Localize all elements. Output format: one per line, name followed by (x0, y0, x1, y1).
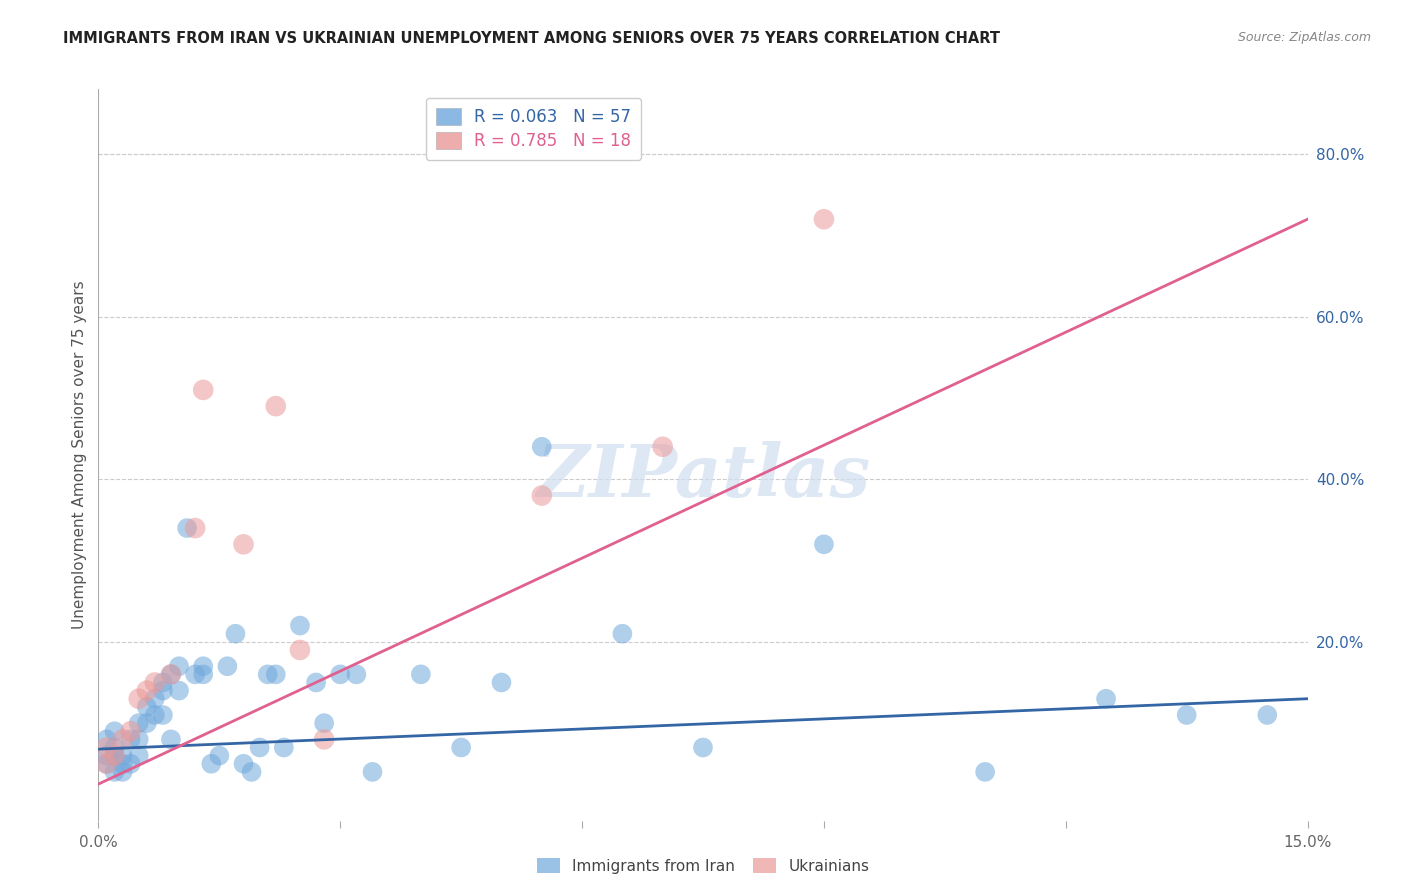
Point (160, 667, 183, 681)
Point (974, 764, 997, 779)
Point (111, 764, 134, 779)
Point (361, 764, 384, 779)
Y-axis label: Unemployment Among Seniors over 75 years: Unemployment Among Seniors over 75 years (72, 281, 87, 629)
Point (96, 740, 118, 755)
Point (612, 626, 634, 640)
Point (184, 521, 207, 535)
Point (264, 667, 287, 681)
Point (200, 756, 222, 771)
Point (224, 626, 246, 640)
Point (232, 756, 254, 771)
Point (143, 691, 166, 706)
Legend: Immigrants from Iran, Ukrainians: Immigrants from Iran, Ukrainians (530, 852, 876, 880)
Text: Source: ZipAtlas.com: Source: ZipAtlas.com (1237, 31, 1371, 45)
Point (1175, 708, 1198, 723)
Point (491, 675, 513, 690)
Point (232, 537, 254, 551)
Point (103, 748, 125, 763)
Point (264, 399, 287, 413)
Point (193, 659, 215, 673)
Point (111, 756, 134, 771)
Point (152, 683, 174, 698)
Point (160, 732, 183, 747)
Point (208, 748, 231, 763)
Point (273, 740, 295, 755)
Point (530, 489, 553, 503)
Point (135, 683, 157, 698)
Point (184, 667, 207, 681)
Point (305, 675, 328, 690)
Point (128, 691, 150, 706)
Legend: R = 0.063   N = 57, R = 0.785   N = 18: R = 0.063 N = 57, R = 0.785 N = 18 (426, 97, 641, 160)
Point (96, 756, 118, 771)
Point (288, 618, 311, 632)
Point (314, 716, 336, 731)
Point (152, 675, 174, 690)
Point (288, 643, 311, 657)
Point (651, 440, 673, 454)
Point (96, 732, 118, 747)
Point (128, 716, 150, 731)
Point (128, 748, 150, 763)
Point (530, 440, 553, 454)
Point (111, 748, 134, 763)
Point (450, 740, 472, 755)
Point (329, 667, 352, 681)
Point (120, 756, 142, 771)
Point (813, 212, 835, 227)
Point (135, 716, 157, 731)
Point (111, 732, 134, 747)
Point (120, 724, 142, 739)
Point (314, 732, 336, 747)
Point (143, 675, 166, 690)
Point (167, 659, 190, 673)
Point (1256, 708, 1278, 723)
Point (152, 708, 174, 723)
Point (135, 699, 157, 714)
Point (692, 740, 714, 755)
Point (128, 732, 150, 747)
Point (193, 667, 215, 681)
Point (120, 732, 142, 747)
Point (103, 764, 125, 779)
Text: IMMIGRANTS FROM IRAN VS UKRAINIAN UNEMPLOYMENT AMONG SENIORS OVER 75 YEARS CORRE: IMMIGRANTS FROM IRAN VS UKRAINIAN UNEMPL… (63, 31, 1000, 46)
Point (160, 667, 183, 681)
Point (96, 756, 118, 771)
Point (344, 667, 367, 681)
Point (96, 748, 118, 763)
Point (240, 764, 263, 779)
Point (176, 521, 198, 535)
Point (256, 667, 278, 681)
Point (103, 748, 125, 763)
Point (249, 740, 271, 755)
Point (409, 667, 432, 681)
Point (103, 724, 125, 739)
Point (193, 383, 215, 397)
Point (217, 659, 239, 673)
Text: ZIPatlas: ZIPatlas (536, 442, 870, 512)
Point (103, 740, 125, 755)
Point (1095, 691, 1118, 706)
Point (167, 683, 190, 698)
Point (813, 537, 835, 551)
Point (143, 708, 166, 723)
